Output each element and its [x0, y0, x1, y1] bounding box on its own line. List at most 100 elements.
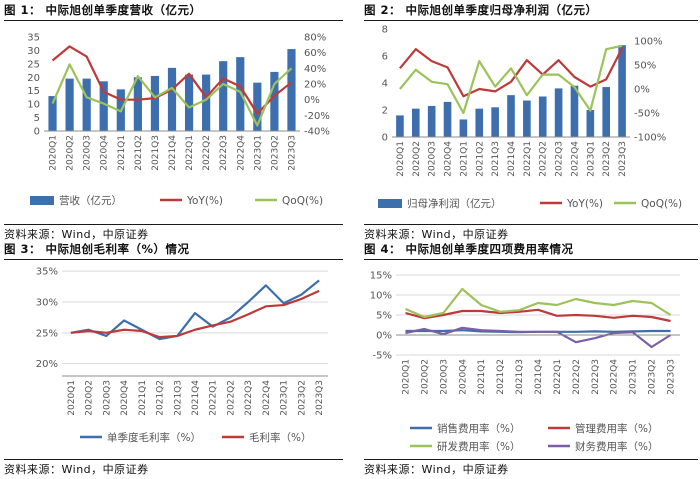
chart4-x-tick-label: 2022Q2	[572, 359, 582, 395]
chart2-series-line	[399, 44, 623, 115]
chart1-legend-label: 营收（亿元）	[59, 194, 122, 207]
chart2-x-tick-label: 2022Q4	[570, 141, 580, 177]
chart2-x-tick-label: 2021Q2	[475, 141, 485, 177]
chart2-x-tick-label: 2020Q4	[444, 141, 454, 177]
chart2-x-tick-label: 2020Q2	[412, 141, 422, 177]
chart2-bar	[618, 45, 626, 138]
chart2-x-tick-label: 2023Q3	[618, 141, 628, 177]
chart4-x-tick-label: 2023Q2	[648, 359, 658, 395]
chart4-x-tick-label: 2021Q1	[477, 359, 487, 395]
chart2-x-tick-label: 2022Q2	[539, 141, 549, 177]
chart1-x-tick-label: 2021Q4	[168, 135, 178, 171]
chart2-bar	[586, 110, 595, 137]
chart1-title: 图 1： 中际旭创单季度营收（亿元）	[4, 3, 202, 17]
chart2-x-tick-label: 2021Q1	[459, 141, 469, 177]
chart1-y-tick-label: 30	[27, 46, 40, 57]
chart1-x-tick-label: 2022Q2	[202, 135, 212, 171]
chart2-x-tick-label: 2020Q3	[428, 141, 438, 177]
chart4-x-tick-label: 2022Q1	[553, 359, 563, 395]
chart1-legend-swatch	[30, 196, 54, 205]
chart4-source-rule	[364, 459, 698, 460]
chart1-x-tick-label: 2020Q2	[66, 135, 76, 171]
chart4-y-tick-label: 0%	[376, 331, 392, 342]
chart1-x-tick-label: 2022Q3	[219, 135, 229, 171]
chart4-source: 资料来源：Wind，中原证券	[364, 463, 509, 476]
chart3-x-tick-label: 2022Q4	[262, 380, 272, 416]
chart2-bar	[602, 87, 611, 137]
chart3-source: 资料来源：Wind，中原证券	[4, 463, 149, 476]
chart1-y2-tick-label: 20%	[304, 80, 326, 91]
chart2-x-tick-label: 2023Q1	[586, 141, 596, 177]
chart3-x-tick-label: 2023Q2	[297, 380, 307, 416]
chart4-legend-label: 财务费用率（%）	[575, 440, 658, 453]
chart1-legend-label: YoY(%)	[186, 195, 223, 207]
chart1-source-rule	[4, 224, 343, 225]
chart1-x-tick-label: 2023Q2	[270, 135, 280, 171]
chart2-x-tick-label: 2021Q3	[491, 141, 501, 177]
chart3-title-rule	[4, 259, 343, 260]
chart4-x-tick-label: 2023Q1	[629, 359, 639, 395]
chart4-x-tick-label: 2023Q3	[667, 359, 677, 395]
chart3-x-tick-label: 2021Q1	[138, 380, 148, 416]
chart2-y-tick-label: 8	[382, 25, 388, 36]
chart1-y2-tick-label: 80%	[304, 33, 326, 44]
chart1-x-tick-label: 2022Q1	[185, 135, 195, 171]
chart4-x-tick-label: 2020Q2	[420, 359, 430, 395]
chart3-x-tick-label: 2021Q4	[191, 380, 201, 416]
chart3-y-tick-label: 25%	[36, 328, 58, 339]
chart1-bar	[133, 77, 142, 131]
chart1-bar	[287, 49, 296, 132]
chart2-y2-tick-label: -100%	[634, 133, 666, 144]
chart3-x-tick-label: 2020Q3	[102, 380, 112, 416]
chart1-y-tick-label: 20	[27, 73, 40, 84]
chart2-y-tick-label: 6	[382, 52, 388, 63]
chart1-title-rule	[4, 20, 343, 21]
chart2-source-rule	[364, 224, 698, 225]
chart1-x-tick-label: 2020Q4	[100, 135, 110, 171]
chart4-legend-label: 研发费用率（%）	[437, 440, 520, 453]
chart4-series-line	[405, 287, 672, 319]
chart1-y2-tick-label: -40%	[304, 127, 330, 138]
chart2-legend-label: 归母净利润（亿元）	[407, 197, 502, 210]
chart3-series-line	[70, 289, 320, 339]
chart4-legend-label: 销售费用率（%）	[437, 422, 520, 435]
chart2-bar	[554, 88, 563, 137]
chart4-series-line	[405, 308, 671, 323]
chart2-x-tick-label: 2022Q1	[523, 141, 533, 177]
chart1-bar	[270, 71, 279, 131]
chart4-y-tick-label: -5%	[373, 351, 392, 362]
chart3-legend-label: 单季度毛利率（%）	[107, 431, 201, 444]
chart2-bar	[443, 101, 452, 137]
chart4-x-tick-label: 2022Q4	[610, 359, 620, 395]
chart2-y-tick-label: 4	[382, 79, 388, 90]
chart1-y-tick-label: 35	[27, 33, 40, 44]
chart4-y-tick-label: 15%	[370, 271, 392, 282]
chart4-series-line	[405, 326, 672, 349]
chart1-x-tick-label: 2022Q4	[236, 135, 246, 171]
chart1-bar	[219, 61, 228, 131]
chart1-y-tick-label: 10	[27, 100, 40, 111]
chart1-y-tick-label: 0	[34, 127, 40, 138]
chart2-legend-label: QoQ(%)	[641, 198, 682, 210]
chart1-legend-label: QoQ(%)	[282, 195, 323, 207]
chart1-bar	[253, 82, 262, 131]
chart2-x-tick-label: 2023Q2	[602, 141, 612, 177]
chart1-bar	[184, 74, 194, 131]
chart1-bar	[99, 81, 108, 131]
chart4-title: 图 4： 中际旭创单季度四项费用率情况	[364, 242, 574, 256]
chart3-x-tick-label: 2021Q2	[156, 380, 166, 416]
chart2-bar	[538, 96, 547, 137]
chart2-x-tick-label: 2021Q4	[507, 141, 517, 177]
chart2-bar	[475, 108, 484, 137]
chart2-bar	[459, 119, 468, 137]
chart1-y-tick-label: 25	[27, 59, 40, 70]
chart3-y-tick-label: 35%	[36, 267, 58, 278]
chart3-legend-label: 毛利率（%）	[249, 431, 311, 444]
chart3-x-tick-label: 2020Q2	[85, 380, 95, 416]
chart1-x-tick-label: 2023Q1	[253, 135, 263, 171]
chart1-x-tick-label: 2021Q2	[134, 135, 144, 171]
chart3-x-tick-label: 2022Q3	[244, 380, 254, 416]
chart2-source: 资料来源：Wind，中原证券	[364, 228, 509, 241]
